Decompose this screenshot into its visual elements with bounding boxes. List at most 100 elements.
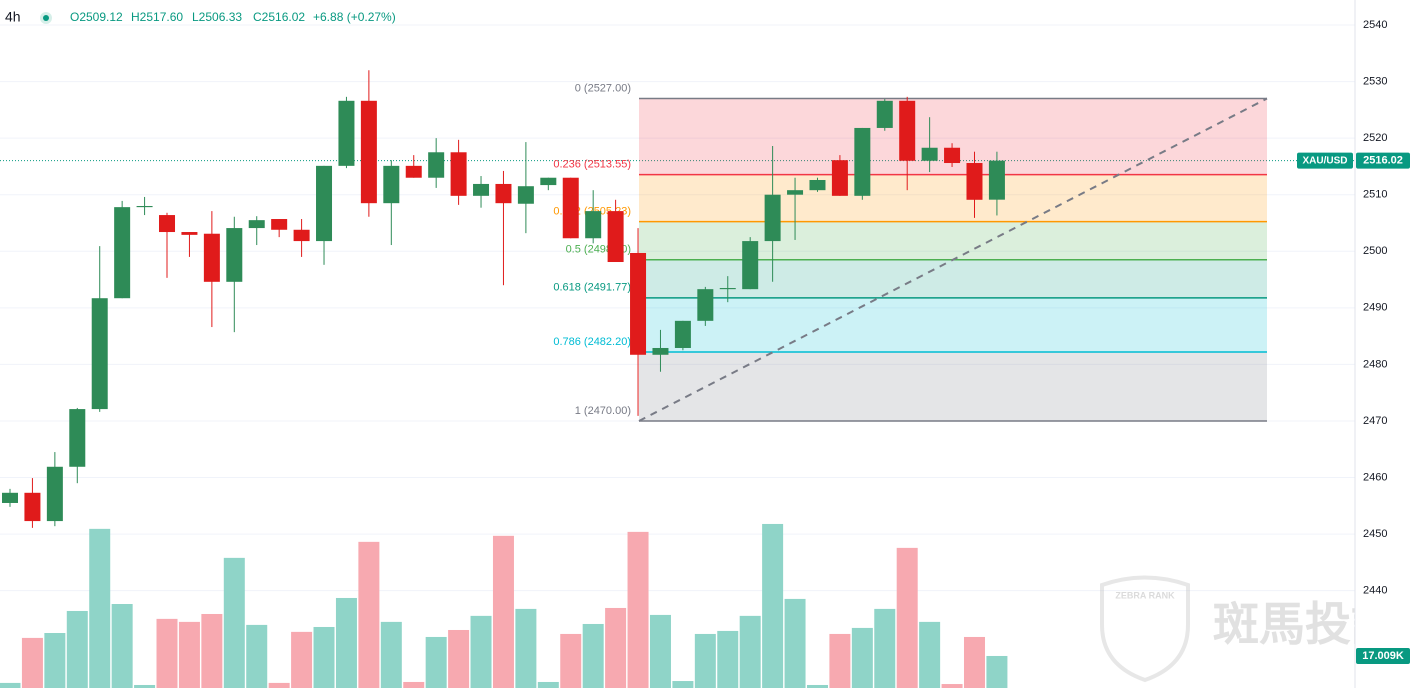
fib-band [639,259,1267,298]
candle-body [585,211,602,239]
candle-body [854,127,871,196]
fib-label: 0.786 (2482.20) [553,336,631,348]
y-tick-label: 2530 [1363,75,1387,87]
ohlc-high: H2517.60 [131,10,183,24]
volume-bar [156,618,178,688]
volume-bar [605,607,627,688]
y-tick-label: 2460 [1363,471,1387,483]
volume-pane [0,523,1008,688]
volume-bar [201,613,223,688]
legend-header: 4h O2509.12 H2517.60 L2506.33 C2516.02 +… [5,9,396,25]
volume-bar [515,608,537,688]
candle-body [921,147,938,161]
candle-body [473,183,490,196]
fib-band [639,351,1267,421]
axis-labels: 2440 2450 2460 2470 2480 2490 2500 2510 2520 2530… [1297,19,1410,664]
candles [2,70,1005,528]
y-tick-label: 2440 [1363,585,1387,597]
candle-body [899,100,916,161]
volume-bar [627,531,649,688]
volume-bar [919,621,941,688]
candle-body [91,298,108,410]
volume-bar [448,629,470,688]
volume-bar [537,681,559,688]
symbol-tag [1297,152,1353,169]
candle-body [46,466,63,522]
candle-body [988,160,1005,200]
volume-bar [470,615,492,688]
candle-body [271,219,288,230]
candle-body [719,288,736,290]
candle-body [181,232,198,235]
volume-bar [425,636,447,688]
volume-bar [358,541,380,688]
y-tick-label: 2540 [1363,19,1387,31]
fib-label: 0.236 (2513.55) [553,159,631,171]
fib-label: 0 (2527.00) [575,82,631,94]
volume-bar [784,598,806,688]
ohlc-close: C2516.02 [253,10,305,24]
volume-bar [178,621,200,688]
fib-band [639,174,1267,222]
candle-body [652,347,669,355]
candle-body [360,100,377,204]
volume-bar [560,633,582,688]
volume-bar [851,627,873,688]
last-price-label: 2516.02 [1363,155,1403,167]
price-axis [1355,0,1425,688]
volume-bar [492,535,514,688]
status-dot [43,15,49,21]
trend-line [638,97,1268,422]
watermark-brand: ZEBRA RANK [1115,590,1175,600]
fib-label: 1 (2470.00) [575,405,631,417]
fib-band [639,297,1267,352]
interval: 4h [5,9,21,25]
volume-bar [963,636,985,688]
symbol-label: XAU/USD [1302,155,1347,166]
candle-body [742,241,759,290]
grid [0,24,1355,592]
candle-body [966,163,983,200]
volume-bar [649,614,671,688]
y-tick-label: 2470 [1363,415,1387,427]
volume-bar [739,615,761,688]
volume-bar [111,604,133,688]
volume-bar [0,682,21,688]
volume-bar [223,557,245,688]
candle-body [630,252,647,355]
candle-body [517,186,534,204]
volume-bar [291,631,313,688]
candle-body [787,190,804,195]
volume-bar [717,630,739,688]
candle-body [697,289,714,321]
volume-bar [941,684,963,688]
volume-bar [44,633,66,688]
candle-body [495,183,512,204]
candle-body [248,220,265,229]
volume-bar [582,623,604,688]
volume-bar [694,633,716,688]
ohlc-low: L2506.33 [192,10,242,24]
y-tick-label: 2480 [1363,358,1387,370]
volume-bar [896,547,918,688]
y-tick-label: 2520 [1363,132,1387,144]
candle-body [24,492,41,522]
candle-body [383,165,400,204]
volume-bar [672,681,694,688]
candle-body [607,211,624,263]
candle-body [831,160,848,196]
volume-bar [66,610,88,688]
candle-body [562,177,579,239]
volume-bar [380,621,402,688]
candle-body [226,228,243,282]
volume-bar [21,637,43,688]
fib-label: 0.618 (2491.77) [553,282,631,294]
candle-body [428,152,445,178]
volume-bar [762,523,784,688]
volume-bar [829,633,851,688]
volume-bar [89,528,111,688]
candle-body [293,229,310,242]
candle-body [944,147,961,164]
candle-body [2,492,18,503]
